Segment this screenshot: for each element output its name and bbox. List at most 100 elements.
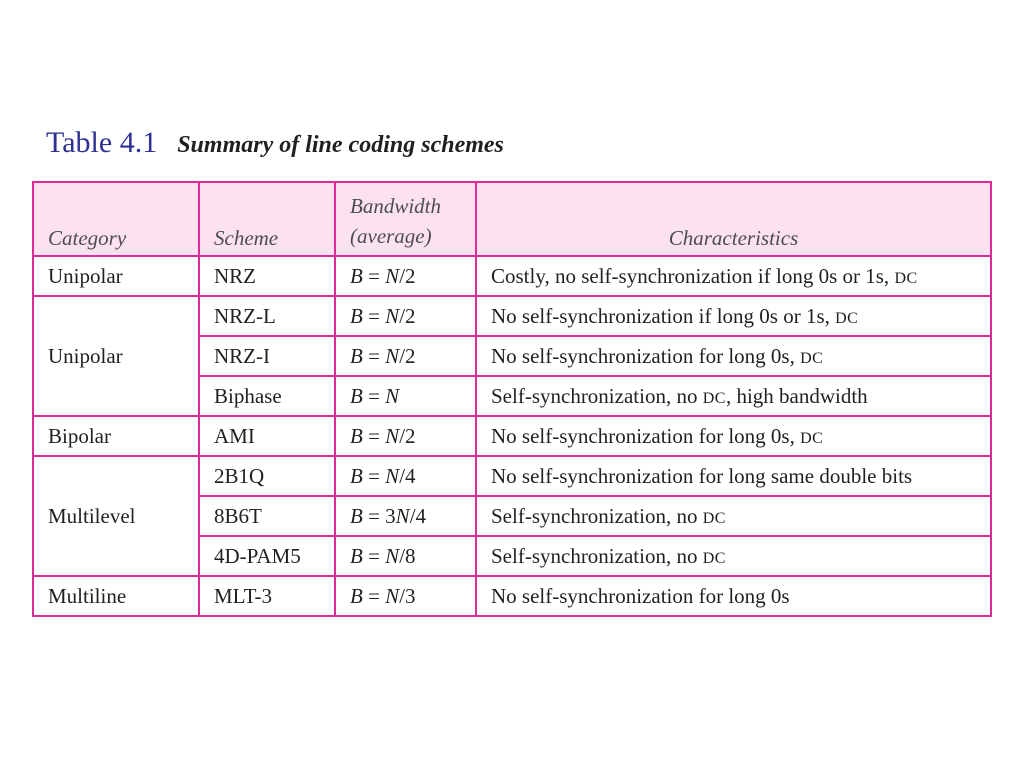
bw-var-n: N	[385, 463, 400, 488]
bw-var-b: B	[350, 543, 363, 568]
scheme-cell: 8B6T	[198, 495, 336, 537]
char-text: No self-synchronization for long 0s,	[491, 423, 801, 448]
characteristics-cell: No self-synchronization if long 0s or 1s…	[475, 295, 992, 337]
category-cell: Multilevel	[32, 455, 200, 577]
bw-var-b: B	[350, 463, 363, 488]
table-number: Table 4.1	[46, 126, 158, 159]
char-text: No self-synchronization if long 0s or 1s…	[491, 303, 836, 328]
characteristics-cell: No self-synchronization for long 0s	[475, 575, 992, 617]
bw-op: = 3	[362, 503, 396, 528]
scheme-cell: NRZ	[198, 255, 336, 297]
header-characteristics: Characteristics	[475, 181, 992, 257]
char-dc: DC	[835, 309, 859, 327]
char-text: Self-synchronization, no	[491, 383, 703, 408]
bandwidth-cell: B = N	[334, 375, 477, 417]
table-caption: Summary of line coding schemes	[177, 132, 504, 158]
char-dc: DC	[800, 349, 824, 367]
table-row: Multilevel 2B1Q B = N/4 No self-synchron…	[32, 455, 992, 577]
bw-var-n: N	[385, 543, 400, 568]
char-text: Costly, no self-synchronization if long …	[491, 263, 895, 288]
bw-div: /2	[399, 263, 416, 288]
bw-op: =	[362, 263, 386, 288]
scheme-cell: AMI	[198, 415, 336, 457]
scheme-cell: Biphase	[198, 375, 336, 417]
characteristics-cell: Costly, no self-synchronization if long …	[475, 255, 992, 297]
char-text: Self-synchronization, no	[491, 543, 703, 568]
table-row: 4D-PAM5 B = N/8 Self-synchronization, no…	[33, 535, 992, 577]
bw-var-b: B	[350, 423, 363, 448]
bandwidth-cell: B = N/2	[334, 295, 477, 337]
bandwidth-cell: B = N/8	[334, 535, 477, 577]
bw-op: =	[362, 383, 386, 408]
scheme-cell: 4D-PAM5	[198, 535, 336, 577]
bw-div: /2	[399, 303, 416, 328]
bw-op: =	[362, 303, 386, 328]
bw-op: =	[362, 463, 386, 488]
characteristics-cell: No self-synchronization for long 0s, DC	[475, 415, 992, 457]
bw-var-n: N	[395, 503, 410, 528]
bw-var-b: B	[350, 583, 363, 608]
characteristics-cell: Self-synchronization, no DC, high bandwi…	[475, 375, 992, 417]
bw-var-n: N	[385, 303, 400, 328]
bw-op: =	[362, 423, 386, 448]
table-row: Unipolar NRZ B = N/2 Costly, no self-syn…	[32, 255, 992, 297]
char-text: No self-synchronization for long 0s	[491, 583, 790, 608]
bw-var-n: N	[385, 343, 400, 368]
table-row: Biphase B = N Self-synchronization, no D…	[33, 375, 992, 417]
scheme-cell: NRZ-L	[198, 295, 336, 337]
scheme-cell: NRZ-I	[198, 335, 336, 377]
table-row: NRZ-I B = N/2 No self-synchronization fo…	[33, 335, 992, 377]
bw-div: /8	[399, 543, 416, 568]
char-dc: DC	[702, 389, 726, 407]
header-scheme: Scheme	[198, 181, 336, 257]
category-cell: Unipolar	[32, 255, 200, 297]
header-row: Category Scheme Bandwidth (average) Char…	[32, 181, 992, 257]
bw-op: =	[362, 583, 386, 608]
header-bandwidth: Bandwidth (average)	[334, 181, 477, 257]
bandwidth-cell: B = N/2	[334, 335, 477, 377]
bandwidth-cell: B = N/2	[334, 415, 477, 457]
bw-div: /3	[399, 583, 416, 608]
bandwidth-cell: B = N/3	[334, 575, 477, 617]
bw-var-n: N	[385, 383, 400, 408]
char-dc: DC	[702, 549, 726, 567]
bw-var-b: B	[350, 263, 363, 288]
char-text: No self-synchronization for long same do…	[491, 463, 913, 488]
bw-var-b: B	[350, 343, 363, 368]
char-dc: DC	[800, 429, 824, 447]
category-cell: Multiline	[32, 575, 200, 617]
bandwidth-cell: B = N/4	[334, 455, 477, 497]
bw-div: /2	[399, 423, 416, 448]
bandwidth-cell: B = N/2	[334, 255, 477, 297]
bw-op: =	[362, 543, 386, 568]
characteristics-cell: No self-synchronization for long same do…	[475, 455, 992, 497]
bw-op: =	[362, 343, 386, 368]
char-dc: DC	[702, 509, 726, 527]
char-text: Self-synchronization, no	[491, 503, 703, 528]
bw-var-b: B	[350, 503, 363, 528]
bw-var-n: N	[385, 423, 400, 448]
characteristics-cell: Self-synchronization, no DC	[475, 495, 992, 537]
bw-var-b: B	[350, 383, 363, 408]
bw-var-n: N	[385, 263, 400, 288]
bw-div: /4	[409, 503, 427, 528]
scheme-cell: MLT-3	[198, 575, 336, 617]
category-cell: Unipolar	[32, 295, 200, 417]
header-bandwidth-line1: Bandwidth	[350, 194, 442, 218]
header-bandwidth-line2: (average)	[350, 224, 432, 248]
char-text: No self-synchronization for long 0s,	[491, 343, 801, 368]
bw-div: /2	[399, 343, 416, 368]
char-dc: DC	[894, 269, 918, 287]
bw-var-b: B	[350, 303, 363, 328]
table-row: 8B6T B = 3N/4 Self-synchronization, no D…	[33, 495, 992, 537]
characteristics-cell: No self-synchronization for long 0s, DC	[475, 335, 992, 377]
header-category: Category	[32, 181, 200, 257]
bw-var-n: N	[385, 583, 400, 608]
table-row: Unipolar NRZ-L B = N/2 No self-synchroni…	[32, 295, 992, 417]
scheme-cell: 2B1Q	[198, 455, 336, 497]
table-title: Table 4.1 Summary of line coding schemes	[46, 126, 504, 160]
table-row: Multiline MLT-3 B = N/3 No self-synchron…	[32, 575, 992, 617]
bw-div: /4	[399, 463, 416, 488]
line-coding-table: Category Scheme Bandwidth (average) Char…	[32, 181, 992, 617]
table-row: Bipolar AMI B = N/2 No self-synchronizat…	[32, 415, 992, 457]
